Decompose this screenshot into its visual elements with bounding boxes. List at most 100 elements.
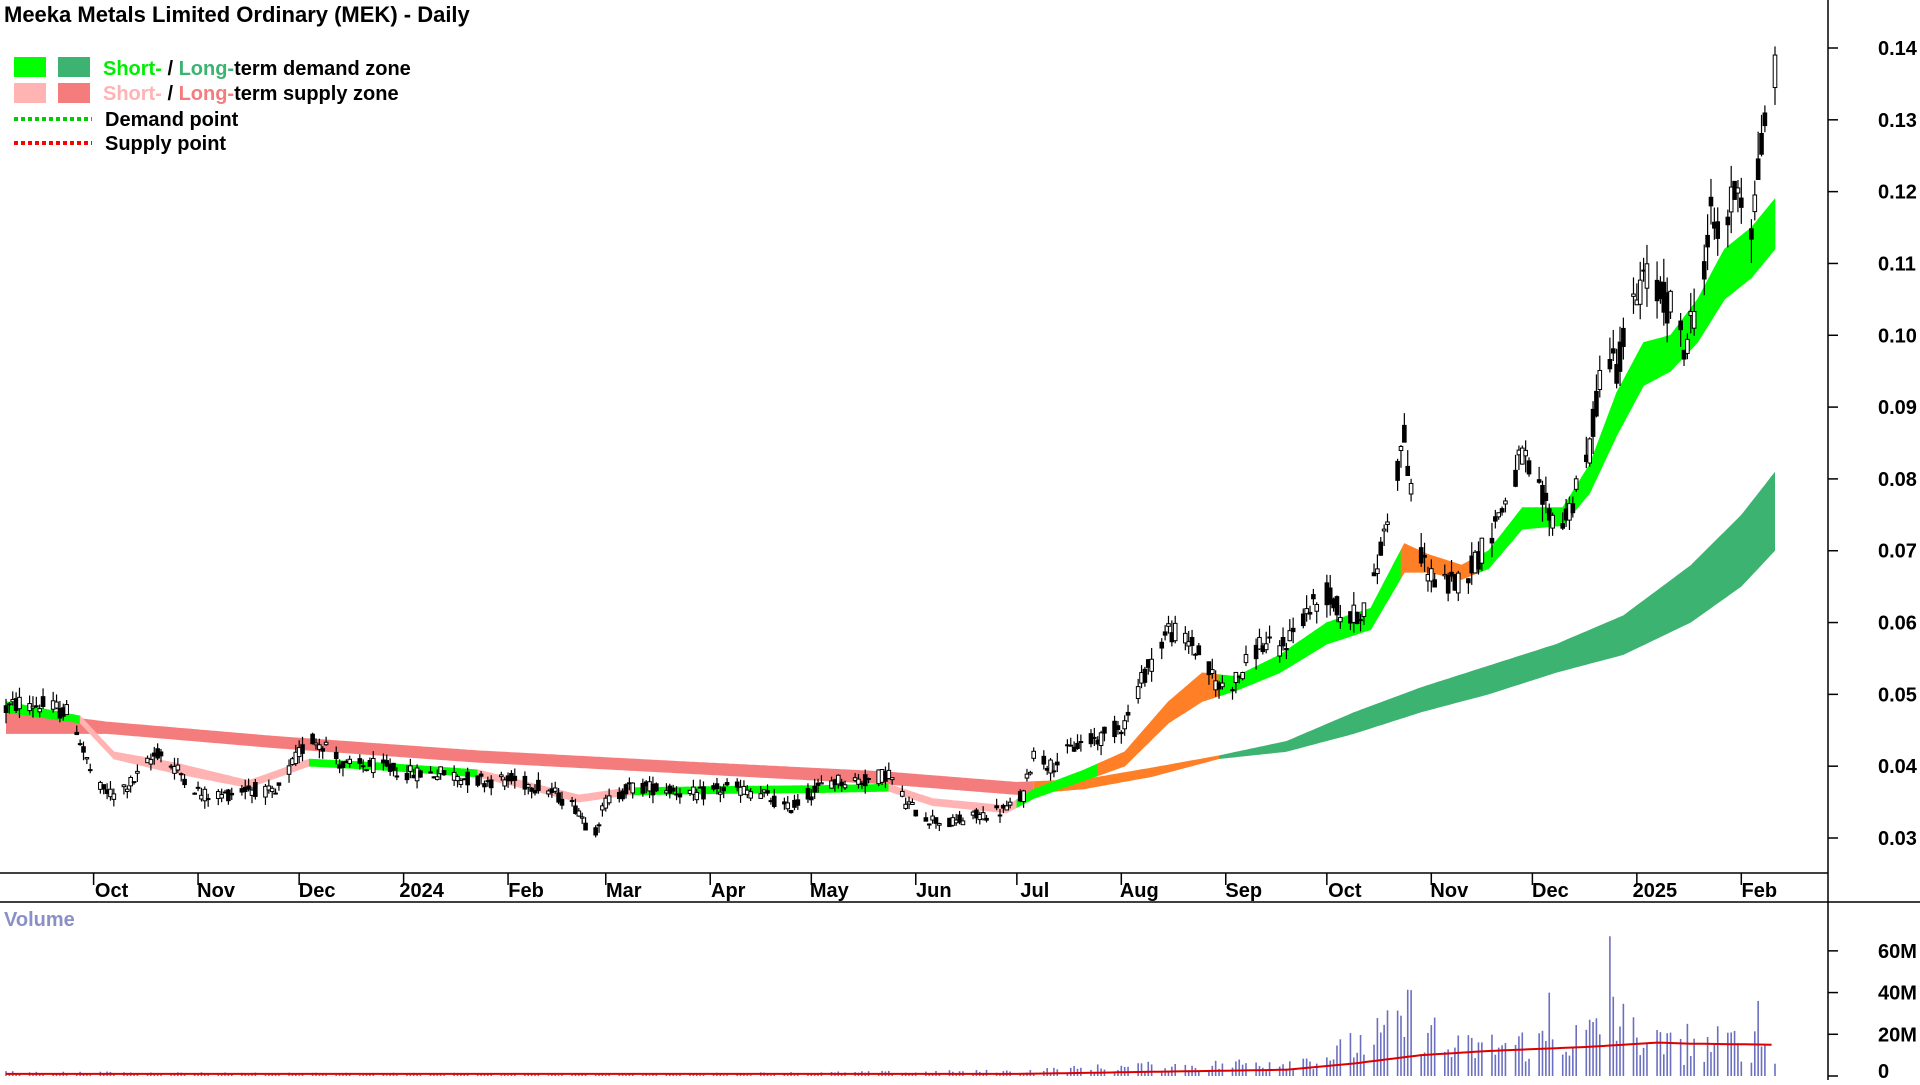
candle-body <box>1031 750 1037 759</box>
candle-body <box>293 751 299 765</box>
candle-body <box>862 774 868 787</box>
candle-body <box>1159 641 1165 649</box>
candle-body <box>1408 482 1414 495</box>
candle-body <box>1701 261 1707 280</box>
candle-body <box>286 765 292 775</box>
short-term-demand-zone-segment <box>1643 340 1651 386</box>
candle-body <box>536 779 541 792</box>
legend-supply-point-label: Supply point <box>105 133 226 155</box>
short-term-demand-zone-segment <box>1771 197 1776 255</box>
candle-body <box>84 757 90 760</box>
short-term-supply-zone-segment <box>578 793 586 803</box>
candle-body <box>525 784 531 788</box>
short-term-demand-zone-segment <box>396 763 404 773</box>
candle-body <box>1772 54 1778 89</box>
short-term-demand-zone-segment <box>1656 336 1665 379</box>
short-term-demand-zone-segment <box>821 784 829 793</box>
candle-body <box>1489 537 1495 544</box>
candle-body <box>360 765 366 768</box>
candle-body <box>394 775 400 778</box>
short-term-demand-zone-segment <box>1326 619 1334 645</box>
candle-body <box>182 778 187 786</box>
candle-body <box>1429 568 1434 582</box>
candle-body <box>364 769 369 772</box>
short-term-supply-zone-segment <box>214 772 222 783</box>
candle-body <box>391 762 396 771</box>
candle-body <box>980 812 986 820</box>
candle-body <box>1644 263 1650 289</box>
legend-supply-rest-text: term supply zone <box>234 83 398 105</box>
legend-demand-rest-text: term demand zone <box>234 58 411 80</box>
short-term-supply-zone-segment <box>201 768 209 781</box>
candle-body <box>458 780 464 785</box>
candle-body <box>1162 631 1168 636</box>
candle-body <box>1004 805 1010 811</box>
short-term-supply-zone-segment <box>207 770 216 782</box>
candle-body <box>630 782 636 794</box>
candle-body <box>1284 648 1289 651</box>
candle-body <box>357 758 363 764</box>
chart-title: Meeka Metals Limited Ordinary (MEK) - Da… <box>4 2 471 27</box>
long-term-transition-zone <box>1033 755 1219 794</box>
x-tick-label: Mar <box>606 880 642 902</box>
candle-body <box>434 776 440 781</box>
candle-body <box>994 805 999 809</box>
short-term-supply-zone-segment <box>982 803 991 812</box>
short-term-supply-zone-segment <box>154 758 162 771</box>
x-tick-label: Aug <box>1120 880 1159 902</box>
candle-body <box>805 787 811 800</box>
y-tick-label: 0.06 <box>1878 613 1917 635</box>
candle-body <box>499 774 504 778</box>
x-tick-label: Oct <box>95 880 129 902</box>
candle-body <box>465 771 470 786</box>
candle-body <box>101 784 107 790</box>
candle-body <box>195 786 201 789</box>
candle-body <box>478 773 484 777</box>
candle-body <box>1621 327 1626 348</box>
candle-body <box>1051 770 1057 773</box>
short-term-transition-zone-segment <box>1110 754 1119 772</box>
candle-body <box>1172 622 1178 642</box>
candle-body <box>1314 603 1320 612</box>
candle-body <box>856 778 861 785</box>
candle-body <box>455 776 460 782</box>
candle-body <box>475 775 481 786</box>
candle-body <box>795 799 801 806</box>
candle-body <box>1755 158 1761 181</box>
candle-body <box>512 775 518 781</box>
candle-body <box>1759 133 1764 155</box>
candle-body <box>1466 578 1471 584</box>
candle-body <box>310 733 315 745</box>
candle-body <box>529 787 534 792</box>
short-term-supply-zone-segment <box>585 792 593 802</box>
candle-body <box>839 781 844 787</box>
short-term-supply-zone-segment <box>133 755 142 766</box>
short-term-supply-zone-segment <box>565 791 573 801</box>
x-tick-label: Feb <box>508 880 544 902</box>
short-term-demand-zone-segment <box>457 767 465 777</box>
candle-body <box>1668 290 1673 313</box>
candle-body <box>866 778 871 781</box>
candle-body <box>1054 761 1060 766</box>
volume-title: Volume <box>4 909 75 931</box>
y-tick-label: 0.04 <box>1878 756 1918 778</box>
candle-body <box>1493 516 1498 522</box>
candle-body <box>441 770 447 776</box>
candle-body <box>482 783 487 788</box>
candle-body <box>1573 478 1579 490</box>
candle-body <box>1607 359 1613 370</box>
candle-body <box>654 783 659 792</box>
candle-body <box>408 765 413 772</box>
candle-body <box>812 785 817 793</box>
x-tick-label: Dec <box>299 880 336 902</box>
candle-body <box>1432 579 1437 588</box>
candle-body <box>886 769 892 780</box>
candle-body <box>64 704 69 716</box>
volume-y-axis: 0 20M 40M 60M <box>1828 941 1917 1083</box>
candle-body <box>111 793 117 800</box>
short-term-supply-zone-segment <box>592 791 600 801</box>
candle-body <box>593 827 598 836</box>
short-term-demand-zone-segment <box>329 759 337 768</box>
